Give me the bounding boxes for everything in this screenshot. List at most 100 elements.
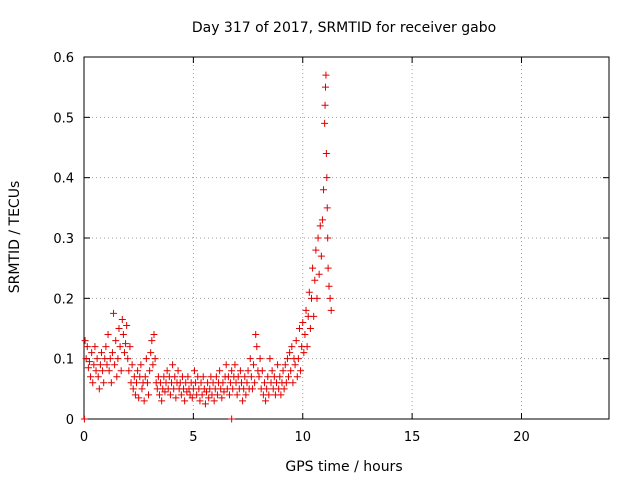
data-point (120, 349, 128, 357)
data-point (326, 294, 334, 302)
data-point (174, 367, 182, 375)
data-point (155, 391, 163, 399)
data-point (323, 174, 331, 182)
data-point (219, 379, 227, 387)
data-point (125, 367, 133, 375)
data-point (83, 343, 91, 351)
data-point (293, 373, 301, 381)
data-point (315, 270, 323, 278)
data-point (114, 355, 122, 363)
data-point (92, 367, 100, 375)
y-tick-label: 0 (66, 413, 74, 428)
data-point (131, 391, 139, 399)
data-point (171, 373, 179, 381)
data-point (311, 276, 319, 284)
data-point (280, 385, 288, 393)
data-point (241, 373, 249, 381)
x-axis-label: GPS time / hours (285, 459, 402, 475)
data-point (276, 373, 284, 381)
data-point (99, 367, 107, 375)
data-point (198, 391, 206, 399)
data-point (172, 394, 180, 402)
data-point (322, 71, 330, 79)
data-point (85, 358, 93, 366)
data-point (115, 325, 123, 332)
data-point (310, 312, 318, 320)
data-point (220, 388, 228, 396)
data-point (104, 331, 112, 339)
data-point (89, 379, 97, 387)
data-point (262, 397, 270, 405)
data-point (188, 394, 196, 402)
data-point (286, 349, 294, 357)
data-point (84, 364, 92, 372)
data-point (143, 379, 151, 387)
x-tick-label: 5 (189, 430, 197, 445)
data-point (107, 379, 115, 387)
data-point (222, 361, 230, 369)
grid-lines (84, 57, 609, 419)
data-point (218, 394, 226, 402)
data-point (217, 385, 225, 393)
data-point (312, 246, 320, 254)
data-point (321, 101, 329, 109)
data-point (141, 373, 149, 381)
data-point (181, 397, 189, 405)
data-point (274, 361, 282, 369)
data-point (199, 373, 207, 381)
data-point (213, 391, 221, 399)
data-point (324, 264, 332, 272)
data-point (313, 294, 321, 302)
y-tick-label: 0.5 (53, 111, 74, 126)
data-point (318, 216, 326, 224)
data-point (140, 397, 148, 405)
data-point (96, 361, 104, 369)
data-point (289, 379, 297, 387)
data-point (80, 415, 88, 423)
x-tick-label: 10 (294, 430, 311, 445)
data-point (210, 397, 218, 405)
data-point (177, 391, 185, 399)
data-point (260, 379, 268, 387)
data-point (322, 83, 329, 91)
data-point (126, 343, 134, 351)
data-point (149, 361, 157, 369)
data-point (118, 315, 126, 323)
data-point (264, 373, 272, 381)
data-point (87, 373, 95, 381)
data-point (190, 367, 198, 375)
data-point (299, 318, 307, 326)
data-point (321, 119, 329, 127)
data-point (129, 385, 137, 393)
data-point (288, 343, 296, 351)
data-point (229, 385, 237, 393)
data-point (148, 337, 156, 345)
data-point (295, 325, 303, 332)
data-point (247, 373, 255, 381)
data-point (292, 337, 300, 345)
data-point (122, 340, 130, 348)
data-point (137, 361, 145, 369)
data-point (322, 150, 330, 158)
data-point (283, 355, 291, 363)
data-point (248, 385, 256, 393)
plot-frame (83, 56, 610, 420)
x-tick-label: 0 (80, 430, 88, 445)
data-point (323, 204, 331, 212)
data-point (300, 349, 308, 357)
data-point (291, 361, 299, 369)
data-point (294, 355, 302, 363)
data-point (124, 355, 132, 363)
data-point (317, 252, 325, 260)
data-point (146, 367, 154, 375)
data-point (243, 379, 251, 387)
data-point (302, 306, 310, 314)
x-tick-labels: 0 5 10 15 20 (80, 430, 530, 445)
data-point (305, 288, 313, 296)
data-point (258, 367, 266, 375)
data-point (135, 394, 143, 402)
y-tick-label: 0.4 (53, 172, 74, 187)
data-point (142, 355, 150, 363)
data-point (216, 367, 224, 375)
data-point (314, 234, 322, 242)
